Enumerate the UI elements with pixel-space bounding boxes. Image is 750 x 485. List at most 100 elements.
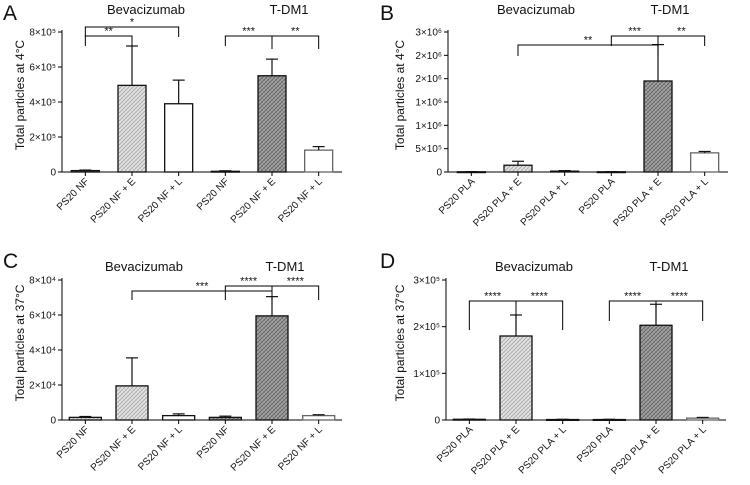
significance-stars: **** (287, 276, 305, 288)
x-tick-label: PS20 PLA (435, 424, 476, 465)
significance-bracket (224, 35, 273, 46)
y-tick-label: 5×10⁵ (415, 144, 442, 155)
y-tick-label: 0 (50, 168, 56, 179)
panel-a: A Total particles at 4°C Bevacizumab T-D… (3, 2, 342, 226)
bar (70, 169, 100, 173)
y-tick-label: 0 (50, 416, 56, 427)
x-tick-label: PS20 PLA (437, 176, 478, 217)
x-tick-label: PS20 NF (55, 176, 91, 212)
y-tick-label: 3×10⁶ (415, 28, 442, 39)
x-tick-label: PS20 PLA + L (517, 424, 569, 476)
panel-b: B Total particles at 4°C Bevacizumab T-D… (380, 2, 728, 229)
bar (686, 417, 720, 421)
significance-bracket (655, 300, 704, 321)
significance-stars: ** (291, 26, 300, 38)
x-tick-label: PS20 NF + E (229, 424, 278, 473)
significance-stars: **** (240, 276, 258, 288)
significance-bracket (608, 300, 657, 321)
group-label: T-DM1 (266, 259, 305, 274)
significance-bracket (468, 300, 517, 330)
y-axis-label: Total particles at 4°C (393, 40, 407, 151)
significance-stars: **** (671, 291, 689, 303)
significance-bracket (84, 35, 133, 46)
y-tick-label: 0 (436, 168, 442, 179)
bar (68, 416, 102, 421)
y-tick-label: 2×10⁵ (29, 133, 56, 144)
panel-letter: D (380, 250, 395, 273)
significance-stars: **** (531, 291, 549, 303)
bar (255, 315, 289, 421)
bar (115, 385, 149, 421)
significance-stars: **** (484, 291, 502, 303)
bar (503, 164, 533, 173)
x-tick-label: PS20 PLA + L (519, 176, 571, 228)
significance-bracket (515, 300, 564, 330)
x-tick-label: PS20 PLA + E (609, 424, 662, 477)
y-axis-label: Total particles at 37°C (393, 284, 407, 401)
y-tick-label: 2×10⁶ (415, 51, 442, 62)
bar (690, 152, 720, 173)
panel-letter: A (3, 2, 17, 25)
significance-bracket (271, 35, 320, 49)
significance-bracket (271, 285, 320, 300)
y-tick-label: 2×10⁴ (29, 381, 56, 392)
x-tick-label: PS20 NF (195, 176, 231, 212)
y-tick-label: 2×10⁶ (415, 74, 442, 85)
group-label: Bevacizumab (495, 259, 573, 274)
y-axis-label: Total particles at 37°C (13, 284, 27, 401)
group-label: T-DM1 (270, 2, 309, 17)
y-tick-label: 6×10⁵ (29, 63, 56, 74)
x-tick-label: PS20 PLA + E (469, 424, 522, 477)
y-tick-label: 6×10⁴ (29, 311, 56, 322)
significance-stars: *** (196, 281, 210, 293)
y-tick-label: 1×10⁶ (415, 121, 442, 132)
bar (208, 416, 242, 421)
group-label: Bevacizumab (497, 2, 575, 17)
panel-c: C Total particles at 37°C Bevacizumab T-… (3, 250, 342, 474)
significance-stars: *** (242, 26, 256, 38)
panel-letter: B (380, 2, 394, 25)
x-tick-label: PS20 PLA (575, 424, 616, 465)
y-tick-label: 8×10⁴ (29, 276, 56, 287)
significance-stars: ** (584, 35, 593, 47)
bar (304, 149, 334, 173)
bar (550, 170, 580, 173)
x-tick-label: PS20 NF + L (136, 424, 185, 473)
bar (162, 414, 196, 421)
bar (643, 80, 673, 173)
y-tick-label: 1×10⁵ (413, 369, 440, 380)
x-tick-label: PS20 NF + E (229, 176, 278, 225)
group-label: T-DM1 (651, 2, 690, 17)
significance-stars: ** (104, 26, 113, 38)
x-tick-label: PS20 PLA + L (657, 424, 709, 476)
significance-bracket (84, 26, 180, 37)
x-tick-label: PS20 NF + L (276, 424, 325, 473)
y-axis-label: Total particles at 4°C (13, 40, 27, 151)
x-tick-label: PS20 NF (55, 424, 91, 460)
panel-letter: C (3, 250, 18, 273)
significance-stars: ** (677, 26, 686, 38)
bar (639, 324, 673, 421)
bar (210, 170, 240, 173)
y-tick-label: 8×10⁵ (29, 28, 56, 39)
panel-d: D Total particles at 37°C Bevacizumab T-… (380, 250, 726, 477)
x-tick-label: PS20 NF + E (89, 176, 138, 225)
significance-bracket (517, 44, 659, 56)
x-tick-label: PS20 NF + E (89, 424, 138, 473)
y-tick-label: 3×10⁵ (413, 276, 440, 287)
bar (257, 75, 287, 173)
x-tick-label: PS20 PLA + L (659, 176, 711, 228)
x-tick-label: PS20 NF + L (136, 176, 185, 225)
bar (164, 103, 194, 173)
y-tick-label: 0 (434, 416, 440, 427)
x-tick-label: PS20 PLA + E (471, 176, 524, 229)
bar (499, 335, 533, 421)
y-tick-label: 2×10⁵ (413, 322, 440, 333)
x-tick-label: PS20 NF + L (276, 176, 325, 225)
bar (302, 414, 336, 421)
